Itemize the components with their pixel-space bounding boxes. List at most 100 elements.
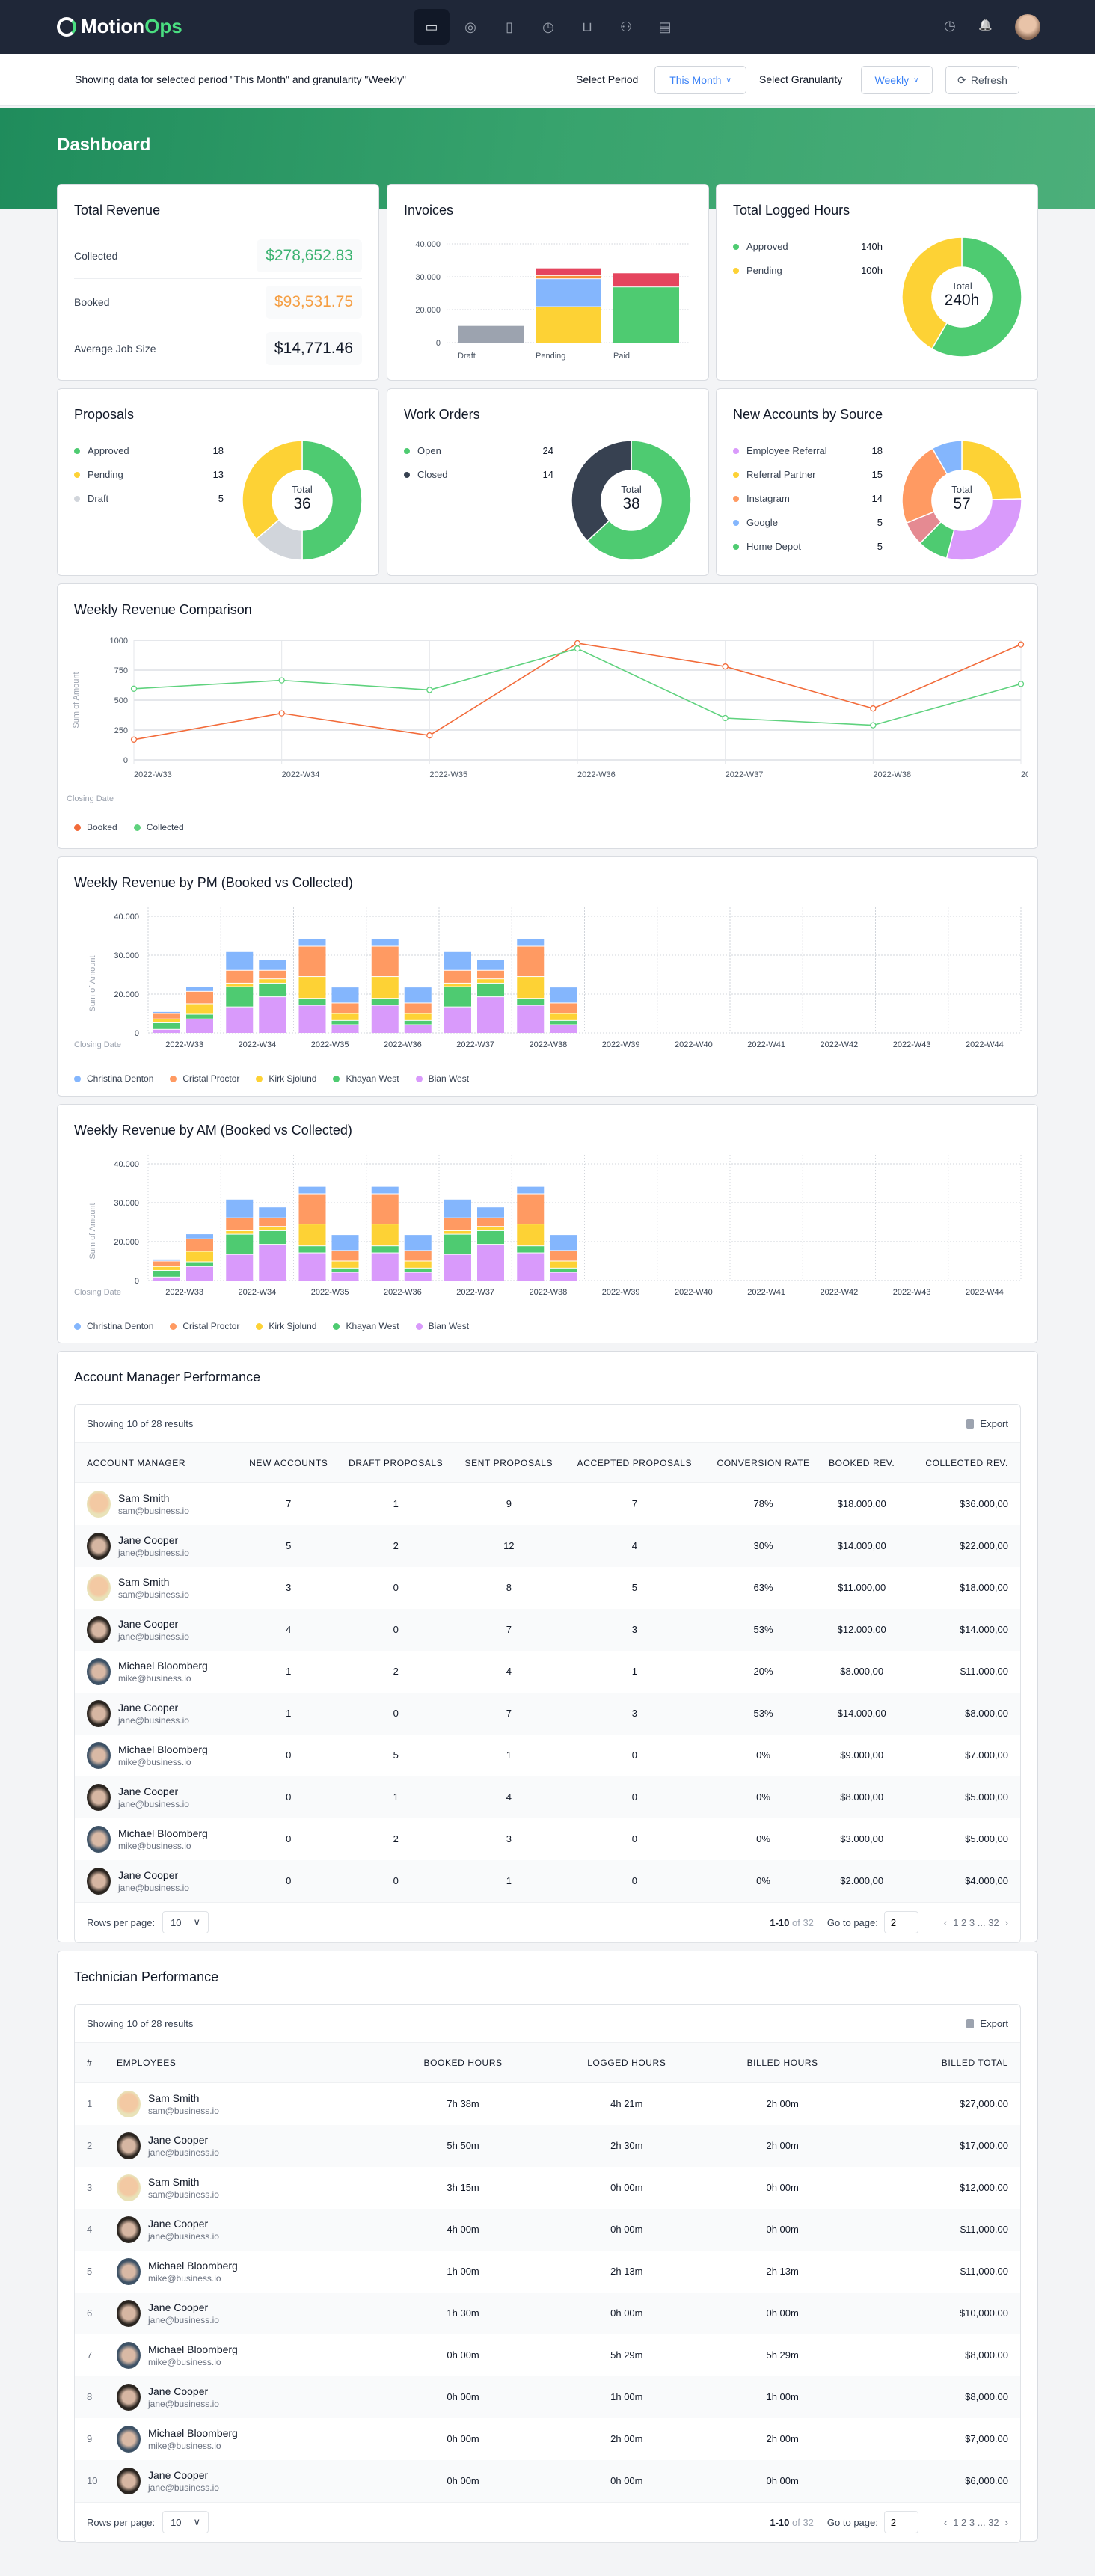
donut-slice[interactable]	[586, 440, 692, 561]
table-row[interactable]: Jane Cooper jane@business.io 1 0 7 3 53% $14.00…	[75, 1692, 1020, 1735]
logo[interactable]: MotionOps	[57, 15, 182, 38]
table-row[interactable]: 6 Jane Cooper jane@business.io 1h 30m 0h 00m…	[75, 2292, 1020, 2334]
bar-segment-collected[interactable]	[477, 960, 504, 970]
bar-segment-booked[interactable]	[298, 1194, 326, 1224]
bar-segment-collected[interactable]	[404, 1020, 432, 1025]
table-row[interactable]: 9 Michael Bloomberg mike@business.io 0h 00m…	[75, 2418, 1020, 2460]
column-header[interactable]: BOOKED HOURS	[381, 2042, 545, 2083]
bar-segment-booked[interactable]	[226, 1218, 254, 1230]
column-header[interactable]: BILLED TOTAL	[856, 2042, 1020, 2083]
table-row[interactable]: 4 Jane Cooper jane@business.io 4h 00m 0h 00m…	[75, 2208, 1020, 2251]
invoice-bar-segment[interactable]	[536, 307, 601, 343]
bar-segment-collected[interactable]	[404, 1251, 432, 1261]
next-page-icon[interactable]: ›	[1004, 1916, 1008, 1928]
legend-item[interactable]: Approved 140h	[733, 241, 883, 252]
bar-segment-collected[interactable]	[259, 1218, 286, 1227]
bar-segment-collected[interactable]	[550, 1268, 577, 1272]
bar-segment-booked[interactable]	[444, 983, 471, 987]
table-row[interactable]: 7 Michael Bloomberg mike@business.io 0h 00m…	[75, 2334, 1020, 2376]
bar-segment-collected[interactable]	[477, 1245, 504, 1281]
column-header[interactable]: NEW ACCOUNTS	[239, 1442, 337, 1483]
donut-slice[interactable]	[901, 447, 948, 524]
bar-segment-booked[interactable]	[298, 977, 326, 999]
data-point[interactable]	[722, 663, 729, 670]
bar-segment-collected[interactable]	[259, 983, 286, 997]
data-point[interactable]	[870, 705, 877, 712]
bar-segment-collected[interactable]	[550, 1003, 577, 1013]
donut-slice[interactable]	[961, 440, 1022, 500]
next-page-icon[interactable]: ›	[1004, 2516, 1008, 2528]
nav-item-clipboard[interactable]: ▯	[491, 9, 527, 45]
bar-segment-collected[interactable]	[331, 1003, 359, 1013]
table-row[interactable]: 2 Jane Cooper jane@business.io 5h 50m 2h 30m…	[75, 2124, 1020, 2167]
donut-slice[interactable]	[945, 498, 1022, 561]
bar-segment-booked[interactable]	[153, 1259, 180, 1261]
bar-segment-collected[interactable]	[404, 1235, 432, 1251]
bar-segment-booked[interactable]	[226, 983, 254, 987]
bar-segment-collected[interactable]	[259, 997, 286, 1033]
bar-segment-collected[interactable]	[331, 1272, 359, 1281]
legend-item[interactable]: Approved 18	[74, 445, 224, 456]
bar-segment-collected[interactable]	[186, 987, 213, 991]
legend-item[interactable]: Khayan West	[333, 1073, 399, 1084]
nav-item-report[interactable]: ▤	[647, 9, 683, 45]
legend-item[interactable]: Pending 100h	[733, 265, 883, 276]
nav-item-user-circle[interactable]: ◎	[453, 9, 488, 45]
bar-segment-collected[interactable]	[550, 1251, 577, 1261]
bar-segment-booked[interactable]	[226, 1254, 254, 1281]
history-icon[interactable]: ◷	[944, 18, 956, 33]
bar-segment-booked[interactable]	[153, 1013, 180, 1019]
data-point[interactable]	[1017, 641, 1025, 648]
bar-segment-booked[interactable]	[298, 946, 326, 977]
bar-segment-booked[interactable]	[371, 1186, 399, 1194]
bar-segment-booked[interactable]	[226, 951, 254, 970]
data-point[interactable]	[278, 710, 285, 717]
bar-segment-collected[interactable]	[404, 1261, 432, 1268]
bar-segment-collected[interactable]	[477, 983, 504, 997]
bar-segment-booked[interactable]	[298, 1224, 326, 1246]
bar-segment-booked[interactable]	[517, 1186, 545, 1194]
table-row[interactable]: Sam Smith sam@business.io 7 1 9 7 78% $18.000,0…	[75, 1483, 1020, 1525]
bar-segment-collected[interactable]	[259, 979, 286, 983]
column-header[interactable]: BILLED HOURS	[708, 2042, 857, 2083]
column-header[interactable]: BOOKED REV.	[821, 1442, 903, 1483]
bar-segment-collected[interactable]	[550, 987, 577, 1003]
bar-segment-collected[interactable]	[331, 1025, 359, 1033]
bar-segment-booked[interactable]	[444, 1230, 471, 1234]
legend-item[interactable]: Pending 13	[74, 469, 224, 480]
legend-item[interactable]: Booked	[74, 822, 117, 832]
invoice-bar-segment[interactable]	[613, 287, 679, 343]
bar-segment-booked[interactable]	[153, 1270, 180, 1277]
bar-segment-booked[interactable]	[517, 939, 545, 946]
bar-segment-booked[interactable]	[371, 939, 399, 946]
bar-segment-collected[interactable]	[259, 1207, 286, 1218]
bar-segment-collected[interactable]	[550, 1261, 577, 1268]
user-avatar[interactable]	[1015, 14, 1040, 40]
nav-item-clock[interactable]: ◷	[530, 9, 566, 45]
nav-item-calendar[interactable]: ▭	[414, 9, 450, 45]
legend-item[interactable]: Cristal Proctor	[170, 1321, 239, 1331]
data-point[interactable]	[574, 645, 581, 652]
data-point[interactable]	[130, 736, 138, 743]
legend-item[interactable]: Collected	[133, 822, 184, 832]
bar-segment-collected[interactable]	[550, 1235, 577, 1251]
bar-segment-booked[interactable]	[444, 1254, 471, 1281]
column-header[interactable]: SENT PROPOSALS	[454, 1442, 564, 1483]
bar-segment-booked[interactable]	[371, 1194, 399, 1224]
bar-segment-booked[interactable]	[298, 1246, 326, 1253]
bar-segment-collected[interactable]	[404, 1013, 432, 1020]
table-row[interactable]: Michael Bloomberg mike@business.io 0 2 3 0 0% $…	[75, 1818, 1020, 1860]
bar-segment-booked[interactable]	[371, 999, 399, 1005]
column-header[interactable]: ACCEPTED PROPOSALS	[563, 1442, 706, 1483]
data-point[interactable]	[426, 687, 433, 693]
column-header[interactable]: ACCOUNT MANAGER	[75, 1442, 240, 1483]
page-numbers[interactable]: 1 2 3 ... 32	[953, 2516, 999, 2528]
bar-segment-booked[interactable]	[517, 946, 545, 977]
invoice-bar-segment[interactable]	[536, 279, 601, 307]
invoice-bar-segment[interactable]	[536, 268, 601, 275]
bar-segment-collected[interactable]	[477, 997, 504, 1033]
table-row[interactable]: Jane Cooper jane@business.io 0 1 4 0 0% $8.000,…	[75, 1776, 1020, 1818]
column-header[interactable]: #	[75, 2042, 105, 2083]
bar-segment-booked[interactable]	[371, 1005, 399, 1033]
bar-segment-booked[interactable]	[517, 977, 545, 999]
